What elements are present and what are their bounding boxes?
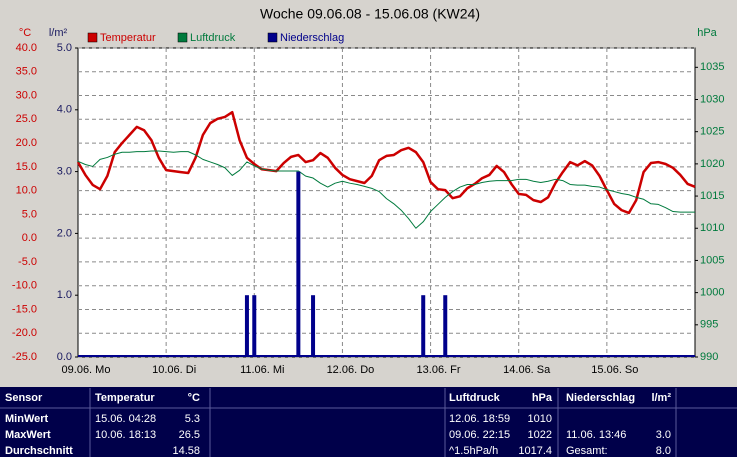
legend-label: Niederschlag bbox=[280, 32, 344, 44]
table-cell: 10.06. 18:13 bbox=[95, 429, 156, 441]
table: Sensor Temperatur °C Luftdruck hPa Niederschl… bbox=[5, 392, 671, 457]
y-axis-unit: °C bbox=[19, 27, 31, 39]
y-tick-label: -10.0 bbox=[12, 280, 37, 292]
legend-swatch bbox=[177, 32, 188, 43]
table-cell: Gesamt: bbox=[566, 445, 608, 457]
bar bbox=[443, 295, 448, 357]
plot-area bbox=[77, 47, 696, 358]
bar bbox=[244, 295, 249, 357]
y-tick-label: 30.0 bbox=[16, 89, 37, 101]
y-tick-label: -5.0 bbox=[18, 256, 37, 268]
y2-tick-label: 5.0 bbox=[57, 42, 72, 54]
bar bbox=[296, 171, 301, 357]
table-cell: 3.0 bbox=[656, 429, 671, 441]
y3-tick-label: 1035 bbox=[700, 61, 724, 73]
legend-swatch bbox=[87, 32, 98, 43]
y3-tick-label: 1015 bbox=[700, 190, 724, 202]
y3-tick-label: 1010 bbox=[700, 222, 724, 234]
y-tick-label: 35.0 bbox=[16, 66, 37, 78]
x-tick-label: 14.06. Sa bbox=[503, 364, 551, 376]
table-header: Sensor bbox=[5, 392, 43, 404]
y2-tick-label: 1.0 bbox=[57, 289, 72, 301]
x-tick-label: 10.06. Di bbox=[152, 364, 196, 376]
x-tick-label: 12.06. Do bbox=[327, 364, 375, 376]
y-tick-label: 5.0 bbox=[22, 208, 37, 220]
y-tick-label: 15.0 bbox=[16, 161, 37, 173]
table-background bbox=[0, 387, 737, 457]
y-tick-label: 25.0 bbox=[16, 113, 37, 125]
table-cell: 1017.4 bbox=[518, 445, 552, 457]
y3-tick-label: 990 bbox=[700, 351, 718, 363]
y3-tick-label: 1030 bbox=[700, 93, 724, 105]
x-tick-label: 13.06. Fr bbox=[417, 364, 461, 376]
y2-tick-label: 4.0 bbox=[57, 104, 72, 116]
table-cell: 26.5 bbox=[179, 429, 200, 441]
bar bbox=[421, 295, 426, 357]
table-cell: ^1.5hPa/h bbox=[449, 445, 498, 457]
table-header: Niederschlag bbox=[566, 392, 635, 404]
y-tick-label: -15.0 bbox=[12, 303, 37, 315]
table-header: Luftdruck bbox=[449, 392, 501, 404]
x-tick-label: 09.06. Mo bbox=[62, 364, 111, 376]
table-cell: 5.3 bbox=[185, 413, 200, 425]
line bbox=[76, 110, 696, 215]
y3-tick-label: 995 bbox=[700, 319, 718, 331]
y-tick-label: 20.0 bbox=[16, 137, 37, 149]
table-cell: MinWert bbox=[5, 413, 49, 425]
bar bbox=[252, 295, 257, 357]
table-cell: MaxWert bbox=[5, 429, 51, 441]
table-cell: 1022 bbox=[528, 429, 552, 441]
legend-label: Temperatur bbox=[100, 32, 156, 44]
y2-tick-label: 2.0 bbox=[57, 227, 72, 239]
table-cell: 15.06. 04:28 bbox=[95, 413, 156, 425]
y-tick-label: 0.0 bbox=[22, 232, 37, 244]
table-header: l/m² bbox=[651, 392, 671, 404]
table-cell: Durchschnitt bbox=[5, 445, 73, 457]
table-header: hPa bbox=[532, 392, 553, 404]
table-lines bbox=[0, 388, 737, 457]
table-header: °C bbox=[188, 392, 200, 404]
table-cell: 1010 bbox=[528, 413, 552, 425]
table-header: Temperatur bbox=[95, 392, 155, 404]
y-tick-label: 10.0 bbox=[16, 185, 37, 197]
chart-title: Woche 09.06.08 - 15.06.08 (KW24) bbox=[260, 6, 480, 22]
y2-tick-label: 0.0 bbox=[57, 351, 72, 363]
x-tick-label: 15.06. So bbox=[591, 364, 638, 376]
y3-tick-label: 1020 bbox=[700, 158, 724, 170]
x-tick-label: 11.06. Mi bbox=[240, 364, 284, 376]
y2-axis-unit: l/m² bbox=[49, 27, 68, 39]
table-cell: 14.58 bbox=[172, 445, 200, 457]
y-tick-label: -25.0 bbox=[12, 351, 37, 363]
y3-tick-label: 1005 bbox=[700, 254, 724, 266]
bar bbox=[311, 295, 316, 357]
y3-tick-label: 1025 bbox=[700, 126, 724, 138]
y-tick-label: -20.0 bbox=[12, 327, 37, 339]
y-tick-label: 40.0 bbox=[16, 42, 37, 54]
y3-tick-label: 1000 bbox=[700, 287, 724, 299]
legend-label: Luftdruck bbox=[190, 32, 236, 44]
legend-swatch bbox=[267, 32, 278, 43]
table-cell: 11.06. 13:46 bbox=[566, 429, 626, 441]
table-cell: 8.0 bbox=[656, 445, 671, 457]
line bbox=[77, 150, 695, 229]
table-cell: 09.06. 22:15 bbox=[449, 429, 510, 441]
y2-tick-label: 3.0 bbox=[57, 166, 72, 178]
table-cell: 12.06. 18:59 bbox=[449, 413, 510, 425]
y3-axis-unit: hPa bbox=[697, 27, 717, 39]
